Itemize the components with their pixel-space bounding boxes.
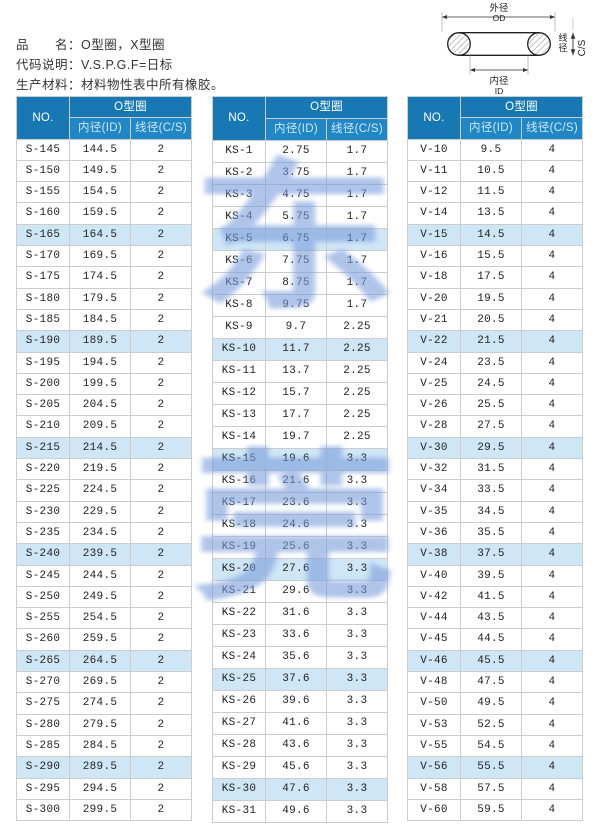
svg-text:OD: OD — [493, 13, 506, 23]
svg-text:C/S: C/S — [577, 39, 588, 56]
svg-text:线: 线 — [558, 32, 567, 43]
svg-text:ID: ID — [495, 86, 504, 95]
svg-text:径: 径 — [558, 42, 567, 53]
